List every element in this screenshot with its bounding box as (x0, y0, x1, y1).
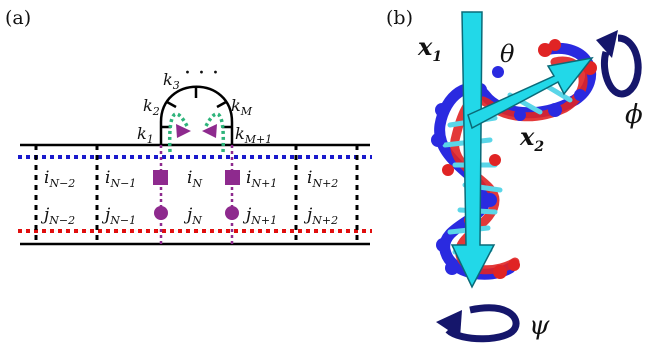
j-n-label: jN (183, 205, 202, 227)
psi-rotation-head (436, 310, 462, 338)
i-n-minus-2-label: iN−2 (44, 168, 75, 190)
j-n-minus-2-label: jN−2 (40, 205, 75, 227)
right-green-arrow (203, 112, 226, 153)
theta-label: θ (500, 40, 515, 68)
psi-rotation-arrow (436, 304, 520, 343)
k3-label: k3 (163, 70, 180, 92)
i-n-label: iN (187, 168, 202, 190)
km-label: kM (231, 96, 253, 118)
axis-x1 (450, 11, 496, 289)
purple-square-right (225, 170, 240, 185)
j-n-plus-1-label: jN+1 (242, 205, 277, 227)
x2-label: x2 (519, 122, 544, 155)
loop-ellipsis: · · · (184, 61, 219, 86)
i-n-plus-2-label: iN+2 (307, 168, 338, 190)
panel-b-label: (b) (386, 7, 413, 29)
phi-rotation-path (601, 34, 642, 98)
i-n-minus-1-label: iN−1 (105, 168, 136, 190)
psi-rotation-path (445, 304, 520, 343)
j-n-minus-1-label: jN−1 (101, 205, 136, 227)
right-arrowhead (202, 124, 217, 138)
x1-label: x1 (417, 32, 442, 65)
panel-a: (a) (5, 7, 372, 246)
panel-b: (b) (386, 7, 643, 343)
k1-label: k1 (137, 124, 154, 146)
phi-label: ϕ (625, 100, 643, 130)
psi-label: ψ (529, 311, 550, 341)
hairpin-loop (159, 85, 234, 145)
k2-label: k2 (143, 96, 160, 118)
panel-a-label: (a) (5, 7, 31, 29)
left-arrowhead (176, 124, 191, 138)
rungs (34, 145, 359, 244)
i-n-plus-1-label: iN+1 (246, 168, 277, 190)
phi-rotation-head (596, 30, 618, 58)
purple-square-left (153, 170, 168, 185)
axis-x2 (467, 56, 594, 130)
x2-arrow (467, 56, 594, 130)
j-n-plus-2-label: jN+2 (303, 205, 338, 227)
left-green-arrow (167, 112, 190, 153)
phi-rotation-arrow (596, 30, 642, 98)
purple-circle-right (225, 206, 239, 220)
x1-arrow (450, 11, 496, 289)
purple-circle-left (154, 206, 168, 220)
km1-label: kM+1 (235, 124, 272, 146)
